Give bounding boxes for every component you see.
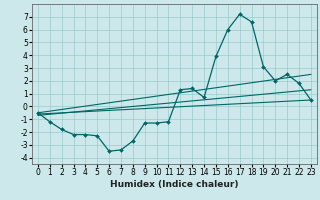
X-axis label: Humidex (Indice chaleur): Humidex (Indice chaleur) — [110, 180, 239, 189]
